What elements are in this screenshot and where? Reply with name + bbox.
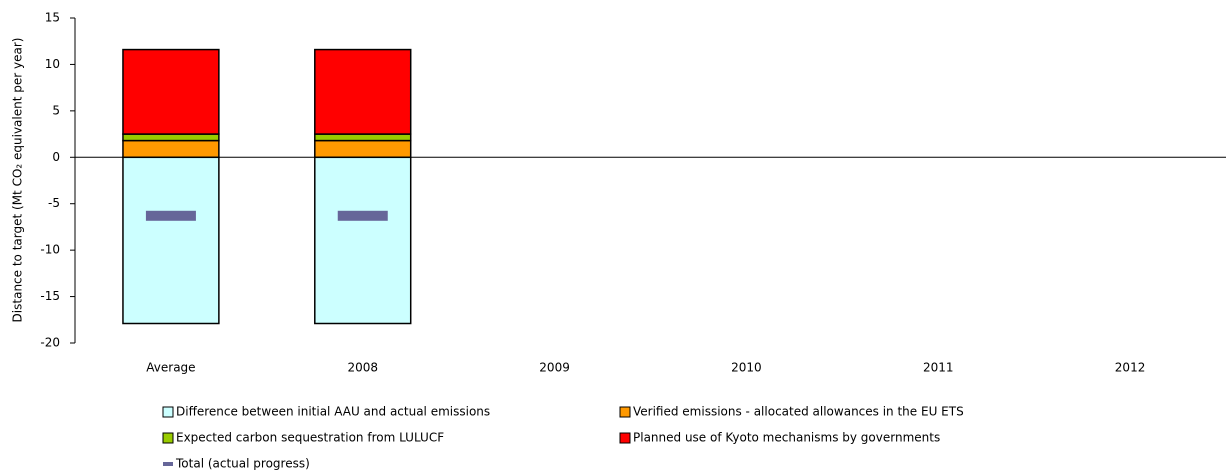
x-tick-label: 2008 — [347, 361, 378, 375]
bar-segment — [314, 156, 412, 325]
y-tick-label: -15 — [40, 289, 60, 303]
legend-label: Difference between initial AAU and actua… — [176, 405, 490, 419]
legend-swatch — [163, 462, 173, 466]
y-tick-label: -5 — [48, 196, 60, 210]
bar-segment — [314, 133, 412, 142]
legend-swatch — [162, 432, 174, 444]
y-tick-label: 0 — [52, 150, 60, 164]
y-axis-label: Distance to target (Mt CO₂ equivalent pe… — [11, 38, 25, 323]
x-tick-label: 2010 — [731, 361, 762, 375]
legend-swatch — [619, 406, 631, 418]
x-tick-label: Average — [146, 361, 195, 375]
x-tick-label: 2009 — [539, 361, 570, 375]
bar-segment — [314, 139, 412, 159]
bar-segment — [122, 133, 220, 142]
bar-segment — [122, 156, 220, 325]
x-tick-label: 2012 — [1115, 361, 1146, 375]
legend-label: Planned use of Kyoto mechanisms by gover… — [633, 431, 940, 445]
legend-swatch — [619, 432, 631, 444]
y-tick-label: 10 — [45, 57, 60, 71]
total-marker — [337, 210, 388, 221]
bar-segment — [314, 48, 412, 135]
y-tick-label: -10 — [40, 243, 60, 257]
y-tick-label: -20 — [40, 336, 60, 350]
total-marker — [145, 210, 196, 221]
legend-swatch — [162, 406, 174, 418]
bar-segment — [122, 48, 220, 135]
x-tick-label: 2011 — [923, 361, 954, 375]
y-tick-label: 15 — [45, 11, 60, 25]
legend-label: Verified emissions - allocated allowance… — [633, 405, 964, 419]
legend-label: Expected carbon sequestration from LULUC… — [176, 431, 444, 445]
legend-label: Total (actual progress) — [175, 457, 310, 471]
y-tick-label: 5 — [52, 103, 60, 117]
bar-segment — [122, 139, 220, 159]
